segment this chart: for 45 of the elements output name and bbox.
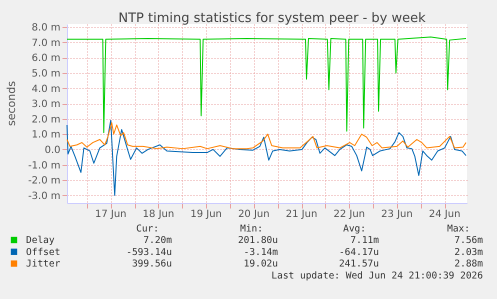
chart-title: NTP timing statistics for system peer - by week [118,11,426,26]
line-series [66,36,467,134]
text: Avg: [343,224,366,234]
text: 399.56u [132,258,172,270]
text: 7.56m [454,235,484,246]
text: Cur: [136,224,159,234]
y-tick-label: -1.0 m [28,160,60,172]
text: 7.20m [143,235,172,246]
legend-label: Delay [26,235,55,246]
x-tick-label: 18 Jun [142,209,174,220]
text: -593.14u [126,246,172,258]
x-tick-label: 22 Jun [333,209,365,220]
legend-label: Offset [26,246,60,258]
y-tick-label: 6.0 m [32,53,60,64]
y-tick-label: 7.0 m [32,38,60,49]
y-tick-label: -3.0 m [28,190,60,202]
y-tick-label: 4.0 m [32,84,60,95]
y-tick-label: 8.0 m [32,22,60,34]
y-axis-title: seconds [5,80,18,126]
legend-label: Jitter [26,258,61,270]
text: 241.57u [338,258,379,270]
y-tick-label: 1.0 m [32,130,60,141]
text: 201.80u [238,235,278,246]
text: Max: [447,224,470,234]
line-series [66,120,467,196]
x-tick-label: 17 Jun [94,209,126,220]
text: 2.03m [454,246,484,258]
text: 19.02u [244,258,278,270]
y-tick-label: 2.0 m [32,114,60,126]
text: 2.88m [454,258,484,270]
x-tick-label: 20 Jun [238,209,270,220]
x-tick-label: 21 Jun [286,209,318,220]
x-tick-label: 23 Jun [381,209,413,220]
text: Last update: Wed Jun 24 21:00:39 2026 [271,270,484,282]
y-tick-label: -2.0 m [28,176,60,187]
text: Min: [240,224,263,234]
y-tick-label: 3.0 m [32,99,60,110]
text: -3.14m [244,246,278,258]
x-tick-label: 19 Jun [190,209,222,220]
y-tick-label: 0.0 [44,144,60,156]
y-tick-label: 5.0 m [32,68,60,80]
text: -64.17u [338,246,379,258]
line-series [66,122,467,150]
x-tick-label: 24 Jun [428,209,460,220]
text: 7.11m [350,235,380,246]
